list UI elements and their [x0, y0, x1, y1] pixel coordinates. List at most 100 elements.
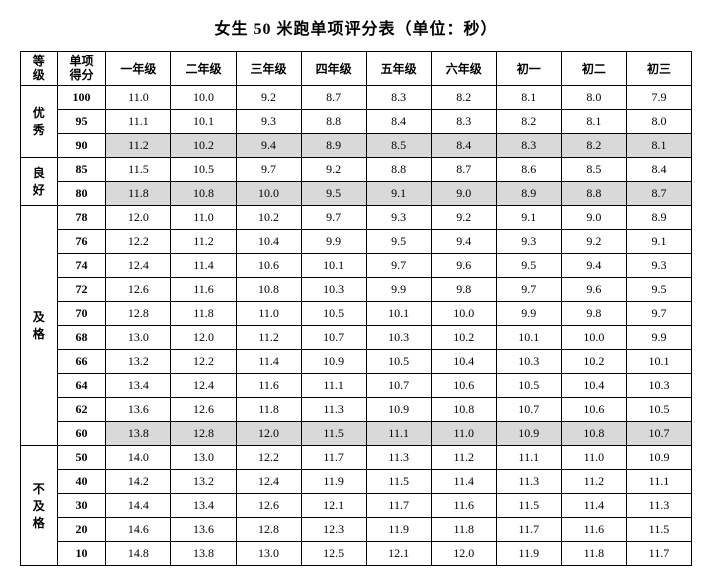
table-row: 7612.211.210.49.99.59.49.39.29.1	[21, 229, 692, 253]
header-grade: 六年级	[431, 52, 496, 86]
data-cell: 12.1	[301, 493, 366, 517]
table-row: 7212.611.610.810.39.99.89.79.69.5	[21, 277, 692, 301]
score-cell: 90	[57, 133, 106, 157]
data-cell: 10.1	[626, 349, 691, 373]
data-cell: 11.9	[301, 469, 366, 493]
data-cell: 8.3	[366, 85, 431, 109]
data-cell: 11.0	[561, 445, 626, 469]
data-cell: 8.2	[561, 133, 626, 157]
data-cell: 9.6	[431, 253, 496, 277]
data-cell: 11.6	[431, 493, 496, 517]
data-cell: 12.0	[171, 325, 236, 349]
data-cell: 11.3	[366, 445, 431, 469]
data-cell: 11.3	[301, 397, 366, 421]
data-cell: 8.6	[496, 157, 561, 181]
data-cell: 10.9	[366, 397, 431, 421]
table-row: 优秀10011.010.09.28.78.38.28.18.07.9	[21, 85, 692, 109]
data-cell: 10.2	[431, 325, 496, 349]
data-cell: 9.9	[366, 277, 431, 301]
data-cell: 10.7	[626, 421, 691, 445]
data-cell: 12.2	[236, 445, 301, 469]
data-cell: 12.2	[106, 229, 171, 253]
score-cell: 62	[57, 397, 106, 421]
data-cell: 10.7	[366, 373, 431, 397]
data-cell: 11.8	[236, 397, 301, 421]
data-cell: 11.1	[366, 421, 431, 445]
data-cell: 9.2	[431, 205, 496, 229]
data-cell: 9.7	[301, 205, 366, 229]
data-cell: 10.3	[626, 373, 691, 397]
data-cell: 9.2	[561, 229, 626, 253]
data-cell: 13.2	[171, 469, 236, 493]
data-cell: 10.6	[431, 373, 496, 397]
data-cell: 8.4	[431, 133, 496, 157]
data-cell: 10.7	[496, 397, 561, 421]
data-cell: 9.4	[431, 229, 496, 253]
data-cell: 11.0	[431, 421, 496, 445]
data-cell: 10.6	[561, 397, 626, 421]
data-cell: 12.4	[171, 373, 236, 397]
data-cell: 8.3	[431, 109, 496, 133]
data-cell: 11.5	[626, 517, 691, 541]
table-row: 7412.411.410.610.19.79.69.59.49.3	[21, 253, 692, 277]
header-grade: 三年级	[236, 52, 301, 86]
data-cell: 10.6	[236, 253, 301, 277]
header-row: 等级 单项得分 一年级 二年级 三年级 四年级 五年级 六年级 初一 初二 初三	[21, 52, 692, 86]
data-cell: 13.6	[106, 397, 171, 421]
score-table: 等级 单项得分 一年级 二年级 三年级 四年级 五年级 六年级 初一 初二 初三…	[20, 51, 692, 566]
data-cell: 9.9	[626, 325, 691, 349]
score-cell: 78	[57, 205, 106, 229]
level-cell: 优秀	[21, 85, 58, 157]
data-cell: 12.2	[171, 349, 236, 373]
data-cell: 11.2	[236, 325, 301, 349]
data-cell: 10.3	[301, 277, 366, 301]
data-cell: 8.7	[301, 85, 366, 109]
score-cell: 100	[57, 85, 106, 109]
level-cell: 及格	[21, 205, 58, 445]
data-cell: 12.4	[106, 253, 171, 277]
data-cell: 11.2	[171, 229, 236, 253]
data-cell: 12.1	[366, 541, 431, 565]
data-cell: 9.4	[236, 133, 301, 157]
score-cell: 60	[57, 421, 106, 445]
data-cell: 12.6	[171, 397, 236, 421]
data-cell: 11.7	[366, 493, 431, 517]
data-cell: 10.0	[561, 325, 626, 349]
data-cell: 12.0	[431, 541, 496, 565]
data-cell: 9.9	[301, 229, 366, 253]
table-row: 1014.813.813.012.512.112.011.911.811.7	[21, 541, 692, 565]
data-cell: 11.4	[171, 253, 236, 277]
table-row: 4014.213.212.411.911.511.411.311.211.1	[21, 469, 692, 493]
data-cell: 8.2	[431, 85, 496, 109]
data-cell: 11.5	[366, 469, 431, 493]
data-cell: 8.2	[496, 109, 561, 133]
data-cell: 10.9	[301, 349, 366, 373]
score-cell: 85	[57, 157, 106, 181]
data-cell: 10.8	[171, 181, 236, 205]
data-cell: 11.7	[496, 517, 561, 541]
data-cell: 9.7	[626, 301, 691, 325]
data-cell: 12.0	[106, 205, 171, 229]
data-cell: 9.3	[626, 253, 691, 277]
data-cell: 8.9	[496, 181, 561, 205]
data-cell: 10.5	[301, 301, 366, 325]
data-cell: 11.1	[496, 445, 561, 469]
data-cell: 10.4	[561, 373, 626, 397]
data-cell: 11.8	[561, 541, 626, 565]
data-cell: 10.5	[366, 349, 431, 373]
score-cell: 70	[57, 301, 106, 325]
data-cell: 9.5	[366, 229, 431, 253]
data-cell: 8.8	[301, 109, 366, 133]
data-cell: 9.3	[236, 109, 301, 133]
data-cell: 8.0	[561, 85, 626, 109]
data-cell: 10.9	[626, 445, 691, 469]
data-cell: 8.7	[626, 181, 691, 205]
data-cell: 12.0	[236, 421, 301, 445]
header-score: 单项得分	[57, 52, 106, 86]
data-cell: 12.4	[236, 469, 301, 493]
data-cell: 13.2	[106, 349, 171, 373]
data-cell: 11.6	[171, 277, 236, 301]
data-cell: 11.5	[496, 493, 561, 517]
data-cell: 11.4	[561, 493, 626, 517]
page-title: 女生 50 米跑单项评分表（单位：秒）	[20, 15, 692, 39]
